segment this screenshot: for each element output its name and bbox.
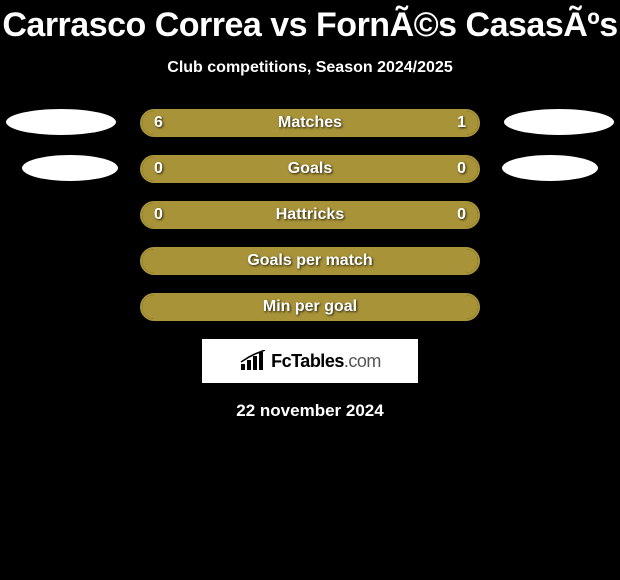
stat-label: Goals per match xyxy=(142,249,478,273)
player-right-marker xyxy=(502,155,598,181)
stat-bar: Matches6 1 xyxy=(140,109,480,137)
stat-label: Matches xyxy=(142,111,478,135)
player-right-marker xyxy=(504,109,614,135)
stat-value-left: 6 xyxy=(154,111,163,135)
page-subtitle: Club competitions, Season 2024/2025 xyxy=(0,59,620,77)
stat-label: Hattricks xyxy=(142,203,478,227)
page-title: Carrasco Correa vs FornÃ©s CasasÃºs xyxy=(0,0,620,45)
stat-row-goals: Goals0 0 xyxy=(0,155,620,183)
stat-bar: Goals per match xyxy=(140,247,480,275)
player-left-marker xyxy=(6,109,116,135)
stat-bar: Hattricks0 0 xyxy=(140,201,480,229)
logo-text-suffix: .com xyxy=(344,351,381,371)
stat-bar: Goals0 0 xyxy=(140,155,480,183)
logo-text-main: FcTables xyxy=(271,351,344,371)
stat-row-matches: Matches6 1 xyxy=(0,109,620,137)
logo-box: FcTables.com xyxy=(202,339,418,383)
stat-value-right: 0 xyxy=(457,203,466,227)
date-text: 22 november 2024 xyxy=(0,401,620,421)
stat-row-hattricks: Hattricks0 0 xyxy=(0,201,620,229)
stat-value-left: 0 xyxy=(154,157,163,181)
stat-bar: Min per goal xyxy=(140,293,480,321)
chart-icon xyxy=(239,350,267,372)
logo-text: FcTables.com xyxy=(271,351,381,372)
stats-area: Matches61Goals00Hattricks00Goals per mat… xyxy=(0,109,620,321)
stat-label: Min per goal xyxy=(142,295,478,319)
stat-value-right: 0 xyxy=(457,157,466,181)
player-left-marker xyxy=(22,155,118,181)
stat-label: Goals xyxy=(142,157,478,181)
stat-value-right: 1 xyxy=(457,111,466,135)
stat-row-goals-per-match: Goals per match xyxy=(0,247,620,275)
stat-value-left: 0 xyxy=(154,203,163,227)
stat-row-min-per-goal: Min per goal xyxy=(0,293,620,321)
